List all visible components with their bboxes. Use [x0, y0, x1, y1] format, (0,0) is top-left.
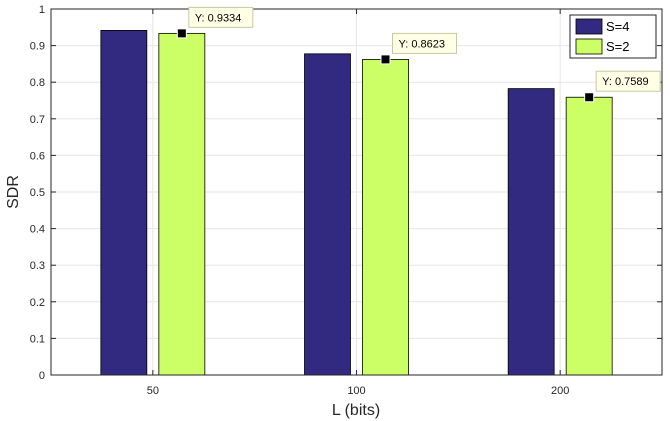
legend-swatch-s2 [575, 38, 603, 55]
datatips-group: Y: 0.9334 Y: 0.8623 Y: 0.7589 [176, 6, 661, 103]
y-tick-label: 0.6 [30, 150, 45, 162]
y-tick-label: 0.3 [30, 260, 45, 272]
bar-s4-100[interactable] [304, 53, 351, 376]
datatip-box [392, 32, 457, 54]
datatip-marker[interactable] [176, 28, 187, 39]
y-tick-label: 0.4 [30, 224, 45, 236]
datatip-label: Y: 0.9334 [195, 12, 242, 24]
bars-group [100, 30, 613, 376]
legend-label-s2: S=2 [606, 39, 630, 54]
x-axis-ticks: 50 100 200 [147, 9, 569, 397]
grid-lines [51, 9, 662, 375]
datatip-box [188, 6, 254, 28]
legend-label-s4: S=4 [606, 19, 630, 34]
bar-s2-100[interactable] [362, 58, 409, 376]
datatip-box [595, 70, 661, 92]
bar-s2-200[interactable] [565, 96, 613, 376]
x-axis-label: L (bits) [332, 402, 380, 419]
y-tick-label: 0 [39, 370, 45, 382]
y-tick-label: 0.5 [30, 187, 45, 199]
y-tick-label: 0.9 [30, 41, 45, 53]
datatip-label: Y: 0.7589 [602, 76, 649, 88]
y-tick-label: 0.1 [30, 333, 45, 345]
bar-s4-50[interactable] [100, 30, 148, 376]
y-tick-label: 0.2 [30, 297, 45, 309]
datatip-marker[interactable] [584, 92, 595, 103]
y-tick-label: 0.7 [30, 114, 45, 126]
x-tick-label: 200 [551, 385, 569, 397]
datatip-label: Y: 0.8623 [399, 38, 446, 50]
bar-s2-50[interactable] [158, 32, 206, 376]
y-tick-label: 0.8 [30, 77, 45, 89]
x-tick-label: 50 [147, 385, 159, 397]
bar-s4-200[interactable] [507, 88, 555, 376]
y-axis-label: SDR [5, 175, 22, 209]
legend: S=4 S=2 [569, 14, 657, 59]
legend-swatch-s4 [575, 18, 603, 35]
x-tick-label: 100 [347, 385, 365, 397]
datatip-marker[interactable] [380, 54, 391, 65]
y-tick-label: 1 [39, 4, 45, 16]
